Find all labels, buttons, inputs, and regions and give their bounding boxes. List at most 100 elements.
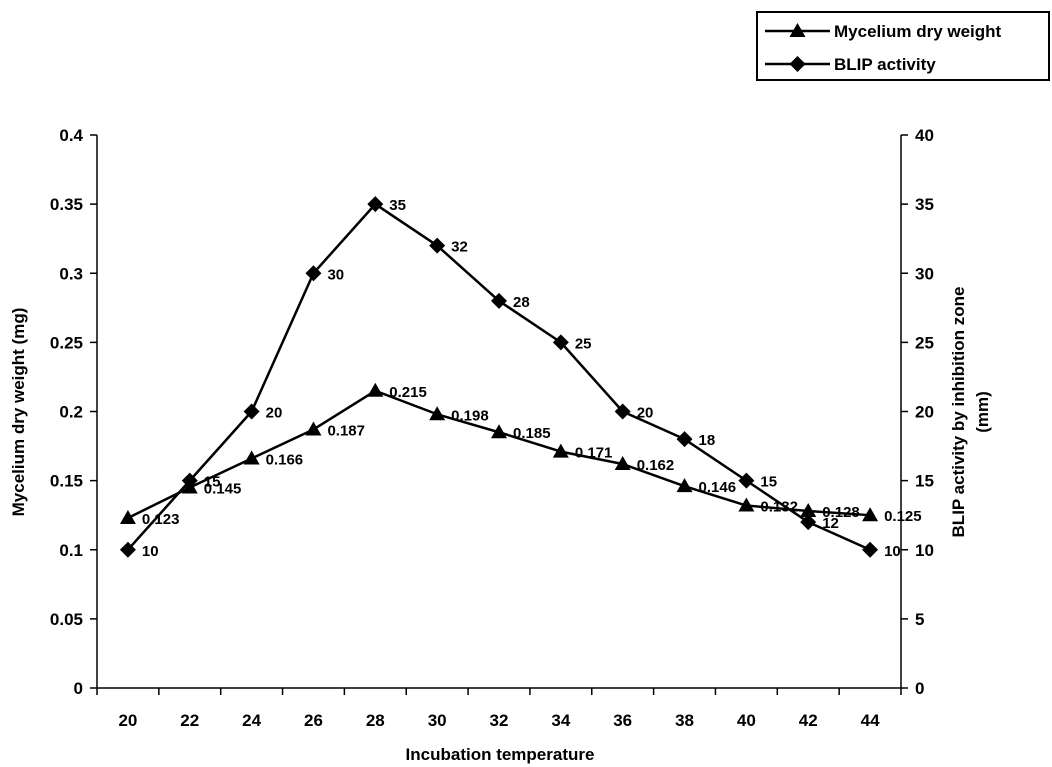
x-tick-label: 34 (551, 711, 570, 730)
right-tick-label: 5 (915, 610, 924, 629)
data-label-mycelium: 0.132 (760, 499, 798, 516)
x-tick-label: 24 (242, 711, 261, 730)
data-label-mycelium: 0.166 (266, 452, 304, 469)
point-mycelium (552, 443, 569, 458)
point-mycelium (614, 456, 631, 471)
x-tick-label: 26 (304, 711, 323, 730)
point-blip (800, 514, 817, 531)
data-label-blip: 25 (575, 335, 592, 352)
axes (96, 135, 902, 689)
data-label-mycelium: 0.215 (389, 384, 427, 401)
data-label-mycelium: 0.145 (204, 481, 242, 498)
point-blip (552, 334, 569, 351)
x-tick-label: 28 (366, 711, 385, 730)
x-tick-label: 42 (799, 711, 818, 730)
data-label-mycelium: 0.171 (575, 445, 613, 462)
y2-axis-title-line1: BLIP activity by inhibition zone (949, 287, 968, 538)
right-tick-label: 0 (915, 679, 924, 698)
legend: Mycelium dry weight BLIP activity (756, 11, 1050, 81)
point-mycelium (305, 421, 322, 436)
data-label-mycelium: 0.146 (699, 479, 737, 496)
point-blip (429, 237, 446, 254)
point-blip (181, 472, 198, 489)
legend-label-mycelium: Mycelium dry weight (834, 22, 1002, 41)
x-tick-label: 40 (737, 711, 756, 730)
data-label-mycelium: 0.198 (451, 407, 489, 424)
x-tick-label: 38 (675, 711, 694, 730)
left-tick-label: 0.35 (50, 195, 83, 214)
point-mycelium (862, 507, 879, 522)
left-tick-label: 0.2 (59, 403, 83, 422)
data-label-mycelium: 0.125 (884, 508, 922, 525)
legend-box (756, 11, 1050, 81)
data-label-blip: 10 (142, 543, 159, 560)
left-tick-label: 0.05 (50, 610, 83, 629)
left-tick-label: 0.25 (50, 333, 83, 352)
left-tick-label: 0.15 (50, 472, 83, 491)
point-blip (119, 541, 136, 558)
data-labels-layer: 0.123 0.145 0.166 0.187 0.215 0.198 0.185 0.171… (142, 197, 922, 560)
point-mycelium (800, 503, 817, 518)
legend-marker-diamond (789, 56, 806, 72)
point-mycelium (738, 497, 755, 512)
left-tick-label: 0.1 (59, 541, 83, 560)
point-blip (862, 541, 879, 558)
point-blip (614, 403, 631, 420)
point-mycelium (491, 424, 507, 439)
x-tick-label: 30 (428, 711, 447, 730)
data-label-blip: 15 (204, 474, 221, 491)
data-label-blip: 35 (389, 197, 406, 214)
legend-marker-triangle (789, 23, 806, 37)
data-label-blip: 12 (822, 515, 839, 532)
data-label-mycelium: 0.123 (142, 511, 180, 528)
data-label-blip: 20 (637, 405, 654, 422)
data-label-mycelium: 0.187 (327, 422, 365, 439)
right-tick-label: 20 (915, 403, 934, 422)
series-line-mycelium (127, 389, 871, 520)
point-blip (738, 472, 755, 489)
left-tick-label: 0.4 (59, 126, 83, 145)
legend-label-blip: BLIP activity (834, 55, 936, 74)
point-mycelium (429, 406, 446, 421)
right-axis-ticks: 0 5 10 15 20 25 30 35 40 (901, 126, 934, 698)
right-tick-label: 10 (915, 541, 934, 560)
data-label-mycelium: 0.185 (513, 425, 551, 442)
x-tick-label: 22 (180, 711, 199, 730)
point-mycelium (676, 478, 693, 493)
point-blip (305, 265, 322, 282)
right-tick-label: 25 (915, 333, 934, 352)
point-blip (367, 196, 384, 213)
right-tick-label: 15 (915, 472, 934, 491)
data-label-blip: 10 (884, 543, 901, 560)
left-axis-ticks: 0 0.05 0.1 0.15 0.2 0.25 0.3 0.35 0.4 (50, 126, 97, 698)
x-tick-label: 44 (861, 711, 880, 730)
y-axis-title: Mycelium dry weight (mg) (9, 308, 28, 517)
data-label-mycelium: 0.128 (822, 504, 860, 521)
data-label-mycelium: 0.162 (637, 457, 675, 474)
point-mycelium (243, 450, 260, 465)
x-tick-label: 32 (490, 711, 509, 730)
left-tick-label: 0.3 (59, 264, 83, 283)
series-line-blip (126, 202, 871, 551)
right-tick-label: 40 (915, 126, 934, 145)
point-mycelium (119, 509, 136, 524)
point-blip (676, 431, 693, 448)
data-label-blip: 15 (760, 474, 777, 491)
x-tick-label: 20 (118, 711, 137, 730)
x-tick-label: 36 (613, 711, 632, 730)
series-layer (119, 196, 879, 558)
point-blip (243, 403, 260, 420)
right-tick-label: 35 (915, 195, 934, 214)
right-tick-label: 30 (915, 264, 934, 283)
data-label-blip: 30 (327, 266, 344, 283)
data-label-blip: 20 (266, 405, 283, 422)
data-label-blip: 32 (451, 239, 468, 256)
point-blip (491, 292, 507, 309)
left-tick-label: 0 (74, 679, 83, 698)
y2-axis-title-line2: (mm) (973, 391, 992, 433)
point-mycelium (367, 382, 384, 397)
x-axis-title: Incubation temperature (406, 745, 595, 764)
x-axis-ticks: 20 22 24 26 28 30 32 34 36 38 40 42 44 (96, 688, 902, 730)
data-label-blip: 28 (513, 294, 530, 311)
